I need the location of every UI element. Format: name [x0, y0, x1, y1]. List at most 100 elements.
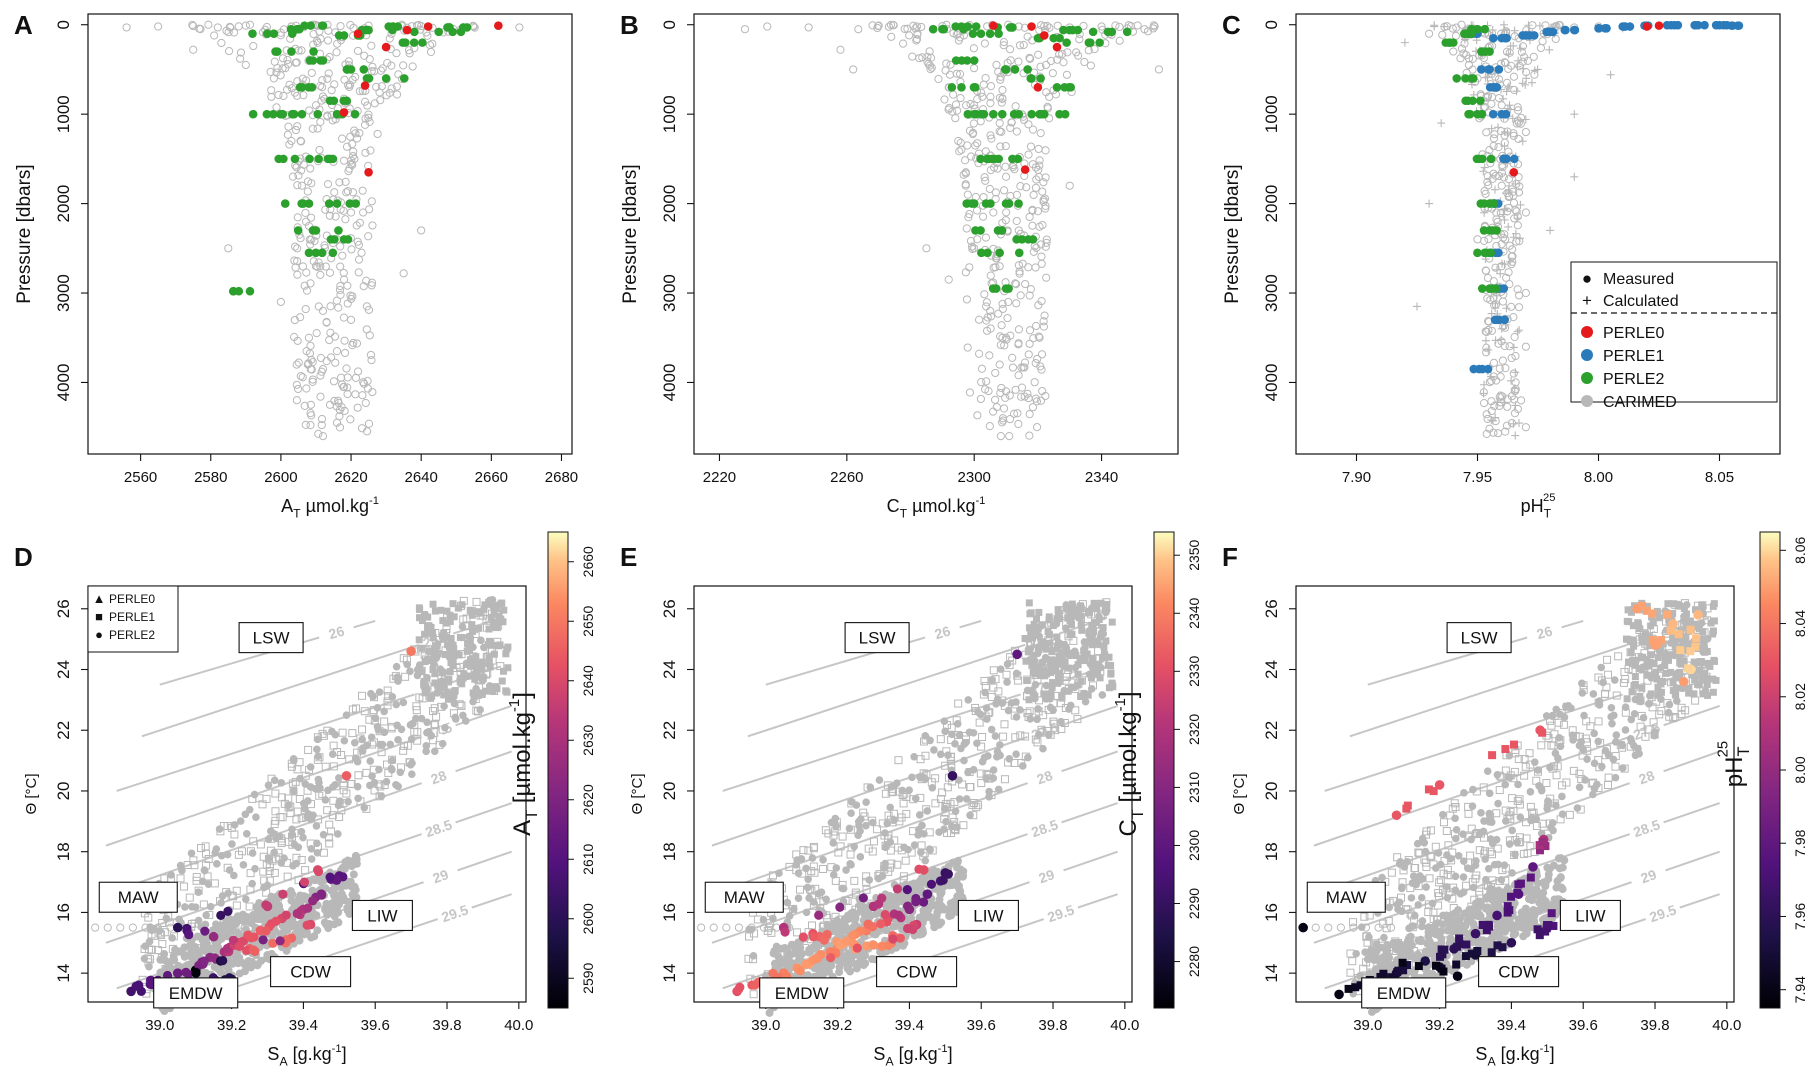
data-point	[251, 864, 259, 873]
legend-label: PERLE1	[1603, 348, 1664, 365]
data-point	[290, 256, 299, 265]
data-point	[377, 792, 386, 800]
data-point	[947, 911, 956, 920]
x-tick-label: 39.2	[823, 1017, 852, 1034]
data-point	[1460, 789, 1468, 797]
data-point	[1496, 372, 1505, 381]
data-point	[1487, 326, 1496, 335]
data-point	[316, 262, 325, 271]
data-point	[1005, 45, 1015, 54]
plot-frame	[1295, 585, 1735, 1003]
data-point	[1098, 691, 1107, 699]
data-point	[349, 147, 358, 156]
data-point	[294, 358, 303, 367]
data-point	[969, 119, 978, 128]
data-point	[1486, 154, 1496, 164]
data-point	[204, 20, 213, 29]
data-point	[959, 821, 968, 830]
x-tick-label: 39.4	[895, 1017, 924, 1034]
data-point	[856, 853, 865, 861]
data-point	[1504, 175, 1514, 184]
data-point	[1037, 252, 1046, 261]
data-point	[1003, 678, 1011, 686]
data-point	[1516, 119, 1525, 128]
data-point	[297, 181, 307, 190]
data-point	[1479, 388, 1488, 397]
data-point	[804, 948, 813, 957]
data-point	[880, 910, 890, 920]
data-point	[1006, 56, 1015, 65]
series-PERLE2	[1441, 24, 1501, 293]
data-point	[922, 244, 931, 253]
calculated-point	[1513, 62, 1522, 71]
data-point	[797, 855, 806, 863]
data-point	[1062, 70, 1072, 79]
data-point	[868, 940, 879, 950]
data-point	[499, 667, 507, 675]
data-point	[1510, 332, 1519, 342]
data-point	[991, 368, 1000, 378]
series-PERLE2	[228, 21, 472, 296]
data-point	[234, 22, 243, 31]
data-point	[313, 735, 322, 744]
calculated-point	[1514, 419, 1523, 428]
data-point	[970, 64, 979, 73]
data-point	[212, 944, 221, 953]
data-point	[330, 235, 339, 244]
data-point	[429, 600, 437, 608]
data-point	[850, 876, 859, 885]
data-point	[1493, 217, 1502, 226]
data-point	[429, 634, 437, 642]
data-point	[484, 641, 492, 649]
data-point	[1028, 205, 1037, 214]
data-point	[424, 624, 432, 632]
data-point	[827, 961, 836, 970]
data-point	[306, 213, 316, 222]
data-point	[398, 38, 408, 47]
data-point	[807, 921, 816, 930]
data-point	[1056, 615, 1064, 623]
data-point	[996, 431, 1005, 441]
data-point	[172, 922, 183, 933]
data-point	[1043, 102, 1052, 111]
data-point	[1495, 393, 1504, 402]
data-point	[1035, 161, 1044, 170]
data-point	[1602, 24, 1611, 33]
data-point	[330, 188, 339, 197]
data-point	[831, 925, 840, 934]
data-point	[493, 604, 501, 612]
data-point	[354, 268, 363, 277]
data-point	[473, 666, 481, 674]
data-point	[412, 714, 420, 723]
data-point	[997, 418, 1007, 427]
data-point	[966, 236, 976, 246]
data-point	[1483, 364, 1493, 374]
data-point	[992, 403, 1001, 412]
y-axis-label: Θ [°C]	[629, 773, 646, 814]
data-point	[342, 142, 352, 151]
data-point	[341, 177, 350, 186]
data-point	[1003, 660, 1012, 668]
data-point	[735, 982, 745, 992]
data-point	[309, 47, 318, 56]
data-point	[890, 816, 898, 825]
x-tick-label: 2600	[264, 469, 297, 486]
data-point	[843, 911, 852, 920]
data-point	[1012, 669, 1021, 678]
colorbar-tick-label: 2350	[1186, 539, 1202, 570]
data-point	[469, 660, 477, 668]
data-point	[317, 414, 327, 424]
data-point	[849, 65, 858, 74]
data-point	[1028, 221, 1037, 230]
data-point	[996, 75, 1005, 84]
data-point	[1035, 156, 1044, 165]
x-tick-label: 2560	[124, 469, 157, 486]
data-point	[346, 415, 355, 424]
calculated-point	[1501, 189, 1510, 198]
data-point	[998, 85, 1007, 95]
data-point	[1069, 636, 1078, 645]
data-point	[1014, 419, 1023, 429]
data-point	[344, 167, 353, 176]
data-point	[1604, 773, 1613, 782]
data-point	[439, 635, 447, 643]
